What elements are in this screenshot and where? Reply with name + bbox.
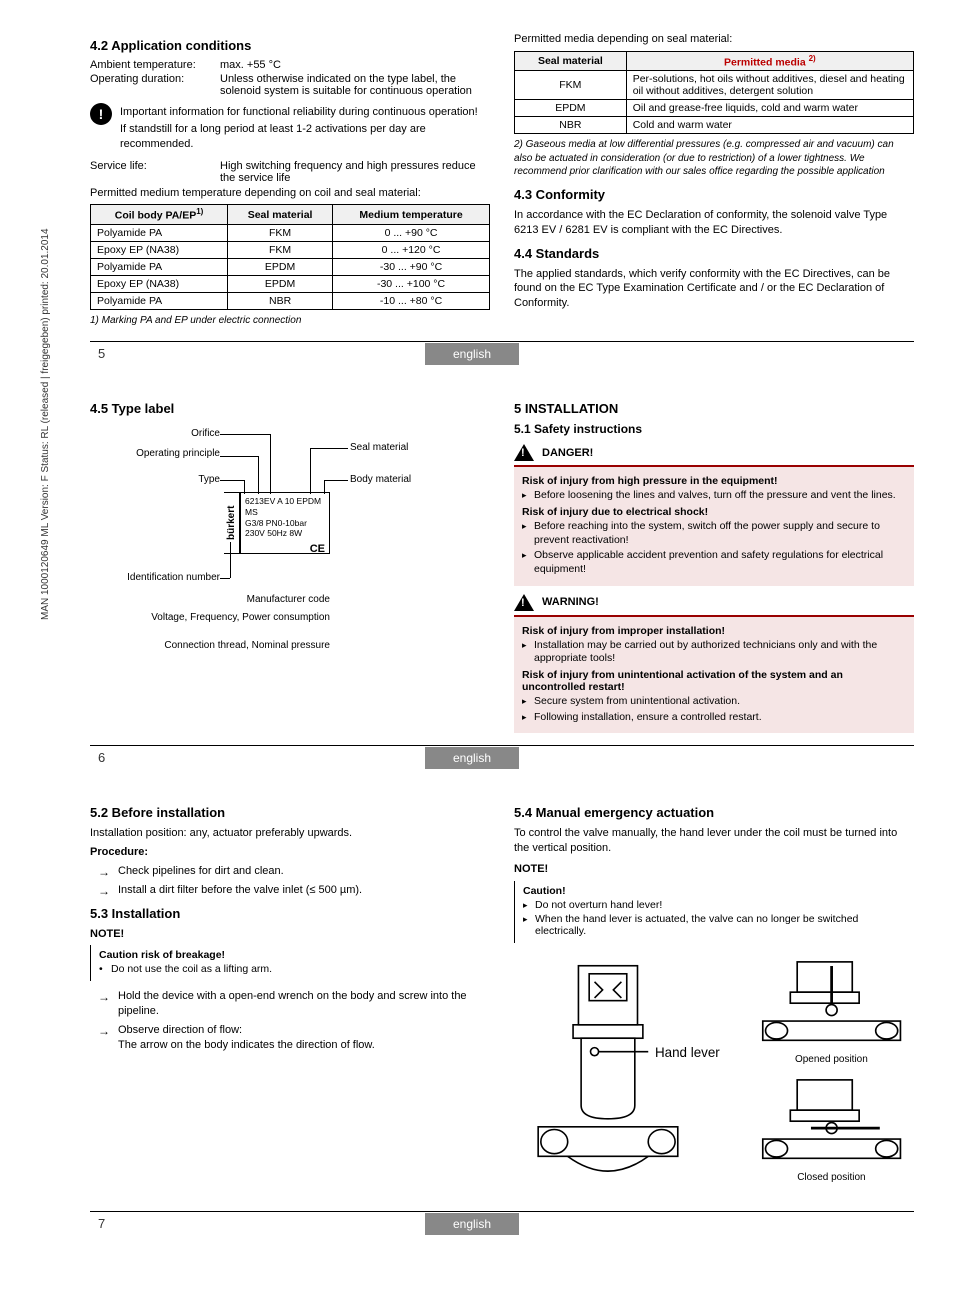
ambient-temp-value: max. +55 °C (220, 59, 490, 71)
svg-text:Hand lever: Hand lever (655, 1045, 720, 1060)
step-check-pipelines: Check pipelines for dirt and clean. (90, 864, 490, 879)
warning-icon (514, 594, 534, 611)
section-5-4-body: To control the valve manually, the hand … (514, 826, 914, 856)
section-5-4-title: 5.4 Manual emergency actuation (514, 805, 914, 820)
step-hold-device: Hold the device with a open-end wrench o… (90, 989, 490, 1019)
permitted-media-table: Seal material Permitted media 2) FKMPer-… (514, 51, 914, 135)
section-4-3-body: In accordance with the EC Declaration of… (514, 208, 914, 238)
page-number-6: 6 (90, 746, 150, 769)
valve-closed-svg (749, 1073, 914, 1169)
operating-duration-value: Unless otherwise indicated on the type l… (220, 73, 490, 97)
reliability-note-2: If standstill for a long period at least… (120, 122, 490, 152)
section-5-2-title: 5.2 Before installation (90, 805, 490, 820)
install-position: Installation position: any, actuator pre… (90, 826, 490, 841)
step-flow-direction: Observe direction of flow: The arrow on … (90, 1023, 490, 1053)
section-4-4-body: The applied standards, which verify conf… (514, 267, 914, 312)
footnote-2: 2) Gaseous media at low differential pre… (514, 138, 914, 179)
medium-temp-intro: Permitted medium temperature depending o… (90, 186, 490, 201)
section-4-2-title: 4.2 Application conditions (90, 38, 490, 53)
note-label: NOTE! (90, 927, 490, 942)
closed-position-label: Closed position (749, 1172, 914, 1183)
danger-box: Risk of injury from high pressure in the… (514, 465, 914, 585)
step-install-filter: Install a dirt filter before the valve i… (90, 883, 490, 898)
brand-label: bürkert (224, 492, 240, 554)
type-label-diagram: Orifice Operating principle Type Identif… (90, 422, 490, 682)
medium-temp-table: Coil body PA/EP1) Seal material Medium t… (90, 204, 490, 310)
section-5-title: 5 INSTALLATION (514, 401, 914, 416)
type-plate: 6213EV A 10 EPDM MS G3/8 PN0-10bar 230V … (240, 492, 330, 554)
service-life-value: High switching frequency and high pressu… (220, 160, 490, 184)
permitted-media-intro: Permitted media depending on seal materi… (514, 32, 914, 47)
language-badge: english (425, 1213, 519, 1235)
page-number-5: 5 (90, 342, 150, 365)
language-badge: english (425, 343, 519, 365)
valve-opened-svg (749, 955, 914, 1051)
operating-duration-label: Operating duration: (90, 73, 220, 97)
procedure-label: Procedure: (90, 845, 490, 860)
valve-main-svg: Hand lever (514, 955, 729, 1197)
reliability-note-1: Important information for functional rel… (120, 105, 490, 120)
page-number-7: 7 (90, 1212, 150, 1235)
warning-box: Risk of injury from improper installatio… (514, 615, 914, 734)
section-4-4-title: 4.4 Standards (514, 246, 914, 261)
info-icon: ! (90, 103, 112, 125)
opened-position-label: Opened position (749, 1054, 914, 1065)
footnote-1: 1) Marking PA and EP under electric conn… (90, 314, 490, 328)
valve-diagrams: Hand lever Opened position (514, 955, 914, 1200)
section-5-3-title: 5.3 Installation (90, 906, 490, 921)
side-print-info: MAN 1000120649 ML Version: F Status: RL … (40, 228, 51, 620)
section-4-5-title: 4.5 Type label (90, 401, 490, 416)
danger-icon (514, 444, 534, 461)
danger-label: DANGER! (542, 447, 593, 459)
section-5-1-title: 5.1 Safety instructions (514, 422, 914, 436)
ambient-temp-label: Ambient temperature: (90, 59, 220, 71)
language-badge: english (425, 747, 519, 769)
breakage-note: Caution risk of breakage! Do not use the… (90, 945, 490, 981)
note-label-54: NOTE! (514, 862, 914, 877)
service-life-label: Service life: (90, 160, 220, 184)
warning-label: WARNING! (542, 596, 599, 608)
caution-note-54: Caution! Do not overturn hand lever! Whe… (514, 881, 914, 943)
section-4-3-title: 4.3 Conformity (514, 187, 914, 202)
